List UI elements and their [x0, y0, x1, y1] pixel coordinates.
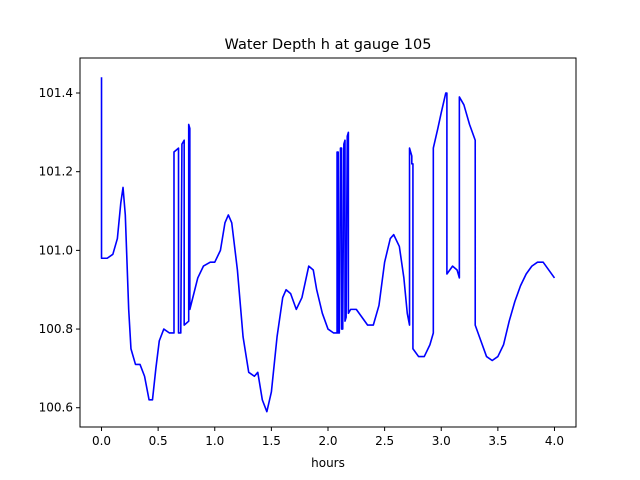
x-tick-label: 3.5 — [488, 434, 507, 448]
y-tick-label: 100.8 — [39, 322, 73, 336]
x-tick-label: 0.0 — [92, 434, 111, 448]
x-tick-label: 0.5 — [149, 434, 168, 448]
plot-area — [80, 58, 576, 427]
y-tick-label: 101.4 — [39, 86, 73, 100]
x-tick-label: 3.0 — [432, 434, 451, 448]
x-axis: 0.0 0.5 1.0 1.5 2.0 2.5 3.0 3.5 4.0 — [92, 427, 564, 448]
series-line-0 — [100, 77, 556, 413]
x-tick-label: 4.0 — [545, 434, 564, 448]
chart-title: Water Depth h at gauge 105 — [225, 37, 432, 53]
y-tick-label: 101.2 — [39, 165, 73, 179]
x-tick-label: 2.5 — [375, 434, 394, 448]
x-tick-label: 1.0 — [205, 434, 224, 448]
y-tick-label: 101.0 — [39, 243, 73, 257]
x-tick-label: 1.5 — [262, 434, 281, 448]
series-layer — [100, 77, 556, 413]
y-tick-label: 100.6 — [39, 401, 73, 415]
y-axis: 100.6 100.8 101.0 101.2 101.4 — [39, 86, 80, 415]
x-axis-label: hours — [311, 456, 345, 470]
x-tick-label: 2.0 — [318, 434, 337, 448]
